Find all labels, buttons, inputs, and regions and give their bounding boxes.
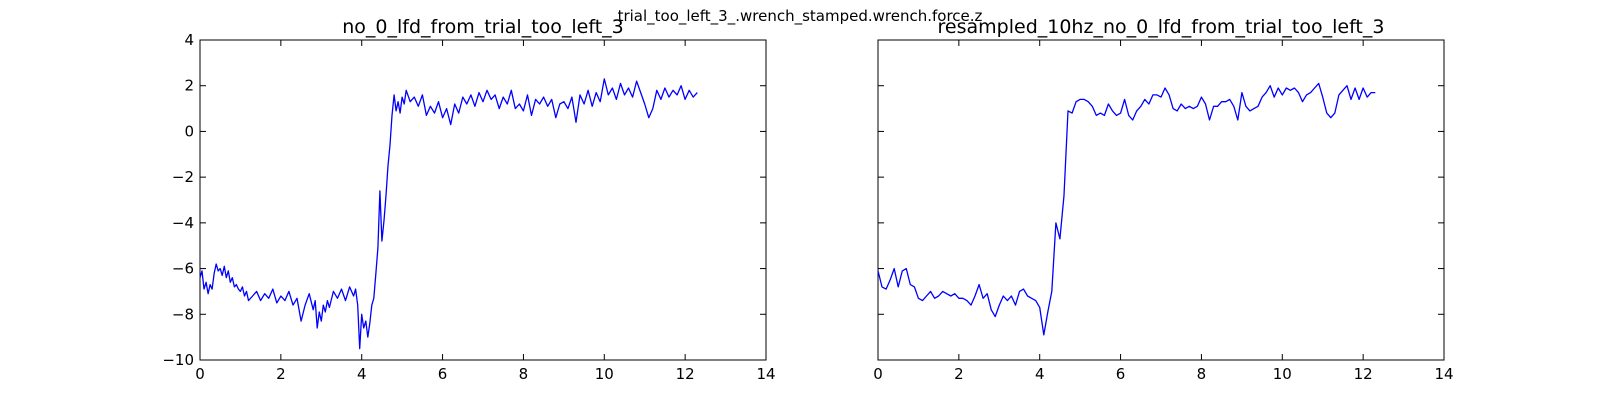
left-y-tick-label: −10 [162,351,194,369]
right-x-tick-label: 10 [1273,365,1292,383]
left-x-tick-labels: 0 2 4 6 8 10 12 14 [195,365,775,383]
left-y-tick-label: 2 [184,77,194,95]
left-y-tick-label: −8 [172,305,194,323]
right-x-tick-label: 4 [1035,365,1045,383]
left-x-tick-label: 6 [438,365,448,383]
left-x-tick-label: 0 [195,365,205,383]
left-y-tick-label: 4 [184,31,194,49]
right-series-group [877,82,1376,336]
right-subplot: resampled_10hz_no_0_lfd_from_trial_too_l… [873,16,1453,383]
left-x-tick-label: 14 [756,365,775,383]
left-subplot: no_0_lfd_from_trial_too_left_3 0 2 4 6 8 10 12… [162,16,775,383]
left-series-group [199,78,698,350]
right-x-tick-label: 8 [1197,365,1207,383]
left-x-tick-label: 10 [595,365,614,383]
left-x-tick-label: 4 [357,365,367,383]
right-x-tick-label: 12 [1354,365,1373,383]
right-x-tick-labels: 0 2 4 6 8 10 12 14 [873,365,1453,383]
right-plot-title: resampled_10hz_no_0_lfd_from_trial_too_l… [938,16,1385,38]
left-x-tick-label: 2 [276,365,286,383]
left-x-tick-label: 12 [676,365,695,383]
left-y-tick-label: 0 [184,122,194,140]
left-force-line [199,78,698,350]
figure-suptitle: trial_too_left_3_.wrench_stamped.wrench.… [618,7,983,26]
right-x-tick-label: 2 [954,365,964,383]
left-y-tick-labels: 4 2 0 −2 −4 −6 −8 −10 [162,31,194,369]
left-y-tick-label: −2 [172,168,194,186]
left-plot-title: no_0_lfd_from_trial_too_left_3 [342,16,624,38]
right-x-tick-label: 6 [1116,365,1126,383]
left-axis-ticks [199,39,767,361]
right-axis-ticks [877,39,1445,361]
right-x-tick-label: 0 [873,365,883,383]
right-force-line [877,82,1376,336]
left-y-tick-label: −4 [172,214,194,232]
left-x-tick-label: 8 [519,365,529,383]
right-x-tick-label: 14 [1434,365,1453,383]
left-y-tick-label: −6 [172,260,194,278]
right-plot-frame [877,39,1445,361]
